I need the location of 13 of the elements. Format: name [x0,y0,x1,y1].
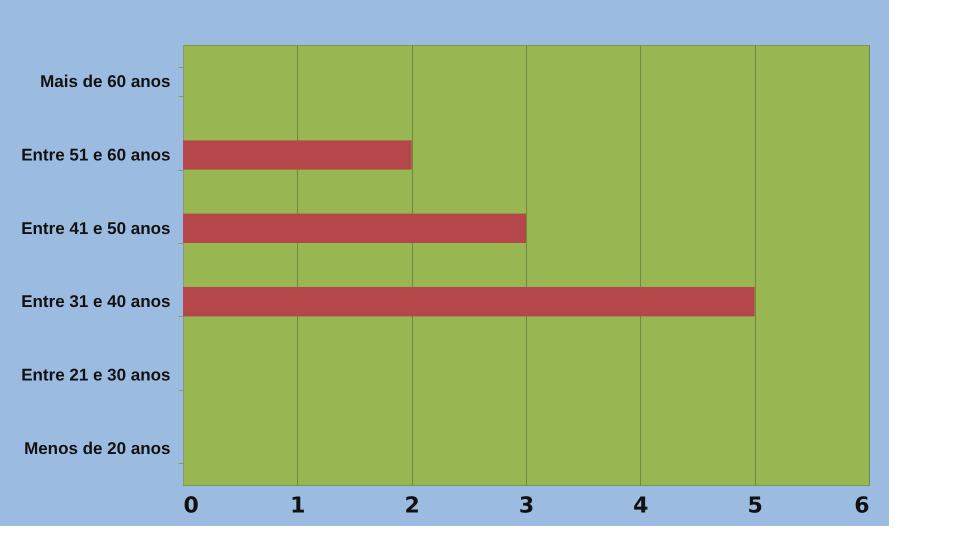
x-tick-label: 4 [633,494,648,518]
y-tick-label: Mais de 60 anos [40,72,170,92]
x-tick-label: 2 [404,494,420,518]
y-tick-label: Entre 41 e 50 anos [21,218,170,238]
y-tick-label: Entre 31 e 40 anos [21,292,170,312]
y-tick-label: Entre 21 e 30 anos [21,366,170,384]
x-tick-label: 1 [290,494,306,518]
y-tick-label: Entre 51 e 60 anos [21,146,170,164]
x-tick-label: 5 [748,494,763,518]
x-tick-label: 0 [184,494,199,518]
y-tick-label: Menos de 20 anos [24,438,170,458]
x-tick-label: 6 [854,494,870,518]
x-tick-label: 3 [518,494,534,518]
